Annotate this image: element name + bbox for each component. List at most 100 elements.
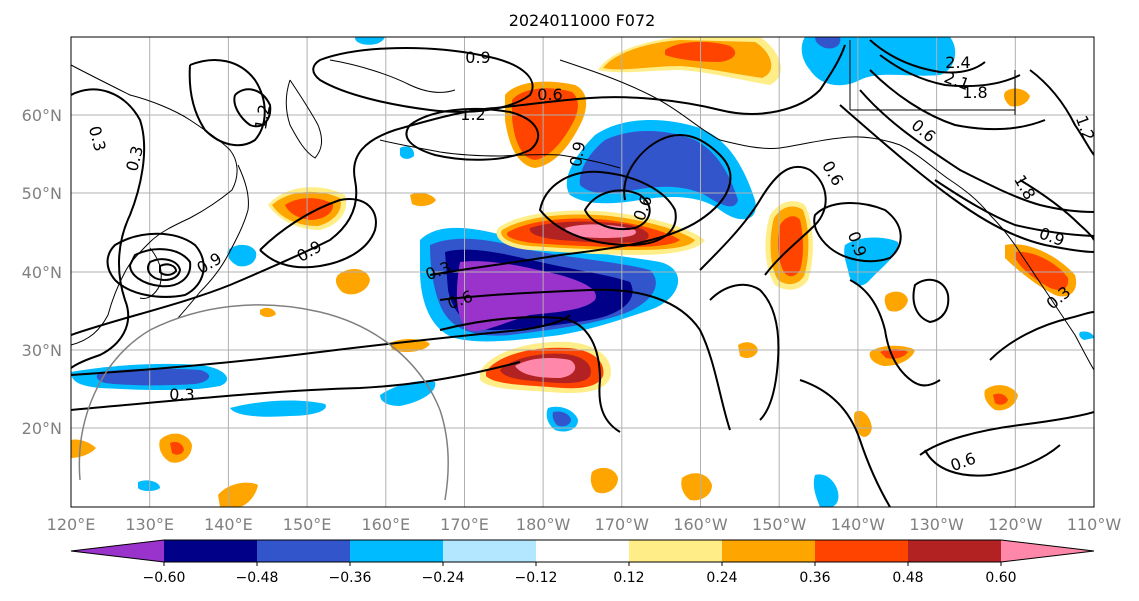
- contour-line: [429, 134, 732, 276]
- contour-line: [589, 44, 846, 115]
- positive-anomaly-area: [285, 198, 334, 220]
- map-frame: [70, 36, 1095, 508]
- negative-anomaly-area: [456, 261, 596, 332]
- colorbar-tick-label: −0.12: [515, 570, 558, 586]
- map-panel: [70, 36, 1095, 508]
- negative-anomaly-area: [552, 411, 571, 427]
- colorbar-swatch: [164, 540, 258, 562]
- coastline-aleutians: [379, 139, 621, 169]
- lon-tick-label: 110°W: [1067, 515, 1122, 534]
- negative-anomaly-area: [801, 37, 956, 86]
- positive-anomaly-area: [854, 410, 872, 437]
- lat-tick-label: 30°N: [22, 341, 62, 360]
- contour-line: [71, 314, 571, 376]
- colorbar-swatch: [908, 540, 1002, 562]
- colorbar-tick-label: 0.36: [799, 570, 830, 586]
- negative-anomaly-area: [230, 400, 326, 417]
- reference-circle: [78, 304, 450, 501]
- graticule: [71, 37, 1094, 507]
- contour-line: [146, 258, 182, 281]
- colorbar-swatch: [257, 540, 351, 562]
- lat-tick-label: 60°N: [22, 106, 62, 125]
- positive-anomaly-area: [884, 291, 908, 312]
- lon-tick-label: 140°E: [204, 515, 253, 534]
- contour-line: [583, 189, 651, 230]
- lon-tick-label: 140°W: [831, 515, 886, 534]
- lon-tick-label: 180°W: [516, 515, 571, 534]
- colorbar-tick-label: 0.48: [892, 570, 923, 586]
- contour-line: [538, 170, 677, 247]
- negative-anomaly-area: [1079, 331, 1094, 340]
- lat-tick-label: 20°N: [22, 419, 62, 438]
- colorbar-swatch: [1001, 540, 1094, 562]
- contour-line: [1019, 179, 1094, 241]
- lat-tick-label: 50°N: [22, 184, 62, 203]
- contour-line: [919, 411, 1094, 456]
- contour-line: [839, 104, 1094, 253]
- positive-anomaly-area: [335, 268, 370, 295]
- contour-line: [188, 59, 266, 147]
- negative-anomaly-area: [579, 131, 738, 207]
- contour-label: 0.3: [169, 385, 194, 404]
- coastline-asia: [71, 64, 238, 346]
- positive-anomaly-area: [565, 224, 636, 238]
- coastline-kamchatka: [285, 79, 323, 159]
- positive-anomaly-area: [71, 439, 96, 458]
- negative-anomaly-area: [96, 368, 210, 386]
- contour-line: [106, 232, 205, 298]
- contour-line: [924, 444, 1061, 477]
- negative-anomaly-area: [400, 146, 415, 159]
- shaded-anomaly-fills: [71, 37, 1094, 507]
- lon-tick-label: 170°E: [440, 515, 489, 534]
- contour-line: [71, 361, 521, 411]
- positive-anomaly-area: [515, 358, 576, 378]
- colorbar-tick-label: −0.36: [329, 570, 372, 586]
- colorbar-tick-label: −0.48: [236, 570, 279, 586]
- positive-anomaly-area: [260, 307, 276, 317]
- contour-line: [869, 69, 1046, 131]
- negative-anomaly-area: [815, 37, 841, 49]
- contour-lines: [71, 39, 1094, 507]
- contour-line: [312, 47, 534, 113]
- coastline-chukotka: [329, 59, 456, 93]
- positive-anomaly-area: [410, 192, 436, 207]
- colorbar-tick-label: −0.24: [422, 570, 465, 586]
- contour-line: [233, 88, 272, 128]
- lon-tick-label: 160°W: [673, 515, 728, 534]
- negative-anomaly-area: [355, 37, 385, 45]
- contour-line: [128, 248, 192, 288]
- positive-anomaly-area: [1004, 88, 1030, 107]
- contour-line: [799, 379, 891, 507]
- contour-label: 0.6: [537, 85, 562, 104]
- coastlines: [71, 40, 1094, 371]
- contour-line: [934, 179, 1094, 237]
- colorbar-swatch: [629, 540, 723, 562]
- colorbar-swatch: [722, 540, 816, 562]
- longitude-labels: 120°E 130°E 140°E 150°E 160°E 170°E 180°…: [47, 515, 1122, 534]
- positive-anomaly-area: [993, 393, 1008, 405]
- lon-tick-label: 150°E: [283, 515, 332, 534]
- map-title: 2024011000 F072: [509, 11, 656, 30]
- colorbar: [70, 539, 1095, 563]
- positive-anomaly-area: [777, 216, 803, 277]
- contour-label: 0.9: [566, 140, 589, 168]
- lon-tick-label: 130°W: [909, 515, 964, 534]
- colorbar-tick-label: 0.12: [613, 570, 644, 586]
- contour-line: [439, 288, 731, 431]
- coastline-alaska: [559, 59, 1094, 371]
- contour-line: [159, 263, 178, 276]
- contour-line: [879, 54, 1021, 88]
- contour-label: 0.9: [465, 48, 490, 67]
- lon-tick-label: 170°W: [595, 515, 650, 534]
- contour-line: [849, 279, 941, 387]
- contour-line: [1029, 69, 1094, 156]
- colorbar-tick-labels: −0.60 −0.48 −0.36 −0.24 −0.12 0.12 0.24 0.36 0.4…: [143, 562, 1017, 586]
- lon-tick-label: 150°W: [752, 515, 807, 534]
- positive-anomaly-area: [170, 441, 184, 455]
- colorbar-tick-label: −0.60: [143, 570, 186, 586]
- positive-anomaly-area: [512, 88, 578, 160]
- positive-anomaly-area: [880, 349, 908, 359]
- contour-line: [989, 311, 1094, 361]
- colorbar-tick-label: 0.60: [985, 570, 1016, 586]
- contour-line: [709, 283, 780, 421]
